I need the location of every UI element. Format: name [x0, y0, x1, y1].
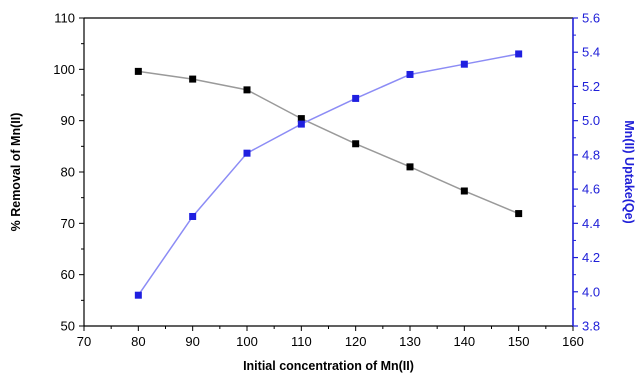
y2-axis-title: Mn(II) Uptake(Qe) [622, 120, 636, 223]
y2-tick-label: 4.4 [582, 216, 600, 231]
y-tick-label: 70 [61, 216, 75, 231]
series-1-point [460, 187, 468, 195]
series-2-line [137, 53, 519, 296]
x-tick-label: 140 [453, 334, 475, 349]
series-1-point [515, 210, 523, 218]
y-tick-label: 50 [61, 319, 75, 334]
x-tick-label: 130 [399, 334, 421, 349]
series-1-point [243, 86, 251, 94]
series-1-point [352, 140, 360, 148]
series-layer [134, 50, 523, 299]
x-tick-label: 90 [185, 334, 199, 349]
series-2-point [297, 120, 305, 128]
x-tick-label: 110 [291, 334, 312, 349]
y2-tick-label: 5.0 [582, 113, 600, 128]
y2-tick-label: 5.4 [582, 45, 600, 60]
series-1-point [134, 67, 142, 75]
y-tick-label: 80 [61, 165, 75, 180]
series-2-point [460, 60, 468, 68]
series-2-point [189, 212, 197, 220]
series-1-point [189, 75, 197, 83]
y-axis-left: 50 60 70 80 90 100 110 [53, 11, 84, 334]
series-2-point [352, 94, 360, 102]
y2-tick-label: 4.0 [582, 284, 600, 299]
y2-tick-label: 3.8 [582, 319, 600, 334]
y2-tick-label: 4.2 [582, 250, 600, 265]
series-2-point [134, 291, 142, 299]
y-tick-label: 100 [53, 62, 75, 77]
x-axis: 70 80 90 100 110 120 130 140 150 160 [77, 326, 584, 349]
y-tick-label: 60 [61, 267, 75, 282]
y2-tick-label: 5.2 [582, 79, 600, 94]
x-tick-label: 160 [562, 334, 584, 349]
series-1-point [406, 163, 414, 171]
series-1-point [297, 115, 305, 123]
series-2-point [406, 70, 414, 78]
y-tick-label: 90 [61, 113, 75, 128]
y-tick-label: 110 [54, 11, 75, 26]
x-tick-label: 100 [236, 334, 258, 349]
x-axis-title: Initial concentration of Mn(II) [243, 359, 414, 373]
x-tick-label: 80 [131, 334, 145, 349]
series-1-line [138, 70, 519, 215]
x-tick-label: 70 [77, 334, 91, 349]
y-axis-title: % Removal of Mn(II) [9, 113, 23, 232]
series-2-point [515, 50, 523, 58]
plot-area [83, 17, 574, 327]
x-tick-label: 150 [508, 334, 530, 349]
y2-tick-label: 4.8 [582, 147, 600, 162]
y-axis-right: 3.8 4.0 4.2 4.4 4.6 4.8 5.0 5.2 5.4 5.6 [573, 11, 600, 334]
y2-tick-label: 5.6 [582, 11, 600, 26]
y2-tick-label: 4.6 [582, 182, 600, 197]
series-2-point [243, 149, 251, 157]
x-tick-label: 120 [345, 334, 367, 349]
